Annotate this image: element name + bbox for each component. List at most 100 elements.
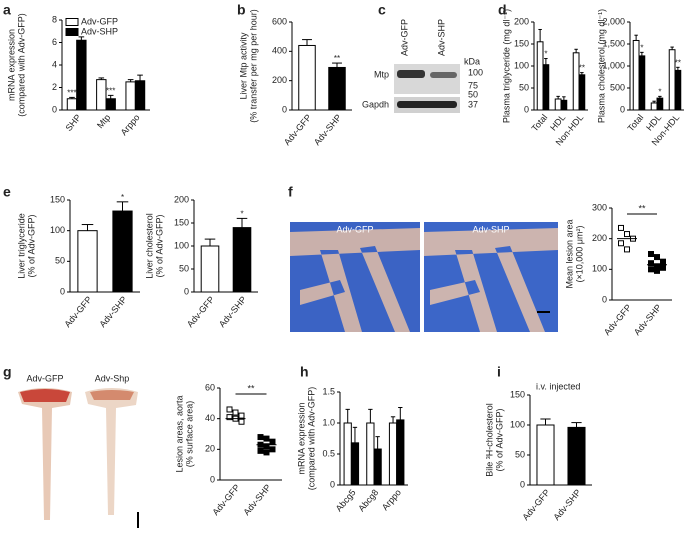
bar (134, 80, 146, 111)
western-blot: c Adv-GFP Adv-SHP kDa Mtp Gapdh 100 75 5… (362, 2, 483, 113)
legend-label: Adv-SHP (81, 26, 118, 36)
panel-letter: i (497, 364, 501, 380)
dot (654, 267, 660, 274)
dot (660, 264, 666, 271)
y-tick-label: 0 (282, 104, 287, 114)
bar (373, 448, 382, 486)
y-axis-label: (×10,000 μm²) (574, 226, 584, 283)
bar (572, 52, 580, 111)
bar (656, 97, 664, 111)
y-axis-label: (% of Adv-GFP) (26, 214, 36, 277)
dot (624, 231, 630, 238)
chart: a 0 2 4 6 8 mRNA expression (compared with Adv-… (3, 2, 150, 137)
dot (654, 254, 660, 261)
y-tick-label: 100 (510, 419, 525, 429)
dot (269, 438, 276, 445)
photo-label: Adv-Shp (95, 373, 130, 383)
y-tick-label: 6 (52, 37, 57, 47)
x-tick-label: Adv-GFP (62, 294, 93, 329)
y-tick-label: 200 (514, 16, 529, 26)
significance: ** (334, 54, 340, 63)
panel-letter: c (378, 2, 386, 18)
bar (232, 227, 252, 293)
bar (578, 74, 586, 111)
photo-label: Adv-GFP (26, 373, 63, 383)
significance: ** (675, 58, 681, 67)
y-axis-label: Bile ³H-cholesterol (484, 403, 494, 477)
x-tick-label: Arppo (119, 112, 142, 137)
y-axis-label: mRNA expression (6, 29, 16, 101)
y-tick-label: 200 (272, 75, 287, 85)
y-tick-label: 0 (524, 104, 529, 114)
significance: * (640, 43, 643, 52)
bar (298, 44, 316, 111)
panel-letter: e (3, 184, 11, 200)
y-tick-label: 60 (205, 382, 215, 392)
y-tick-label: 150 (514, 38, 529, 48)
photo-g: Adv-GFP Adv-Shp (18, 373, 139, 528)
bar (650, 102, 658, 111)
y-tick-label: 600 (272, 16, 287, 26)
dot (618, 240, 624, 247)
dot (263, 435, 270, 442)
panel-letter: d (498, 2, 507, 18)
y-tick-label: 20 (205, 444, 215, 454)
y-axis-label: (% surface area) (184, 401, 194, 468)
y-tick-label: 2,000 (602, 16, 625, 26)
bar (77, 230, 98, 293)
band (397, 70, 425, 78)
y-tick-label: 1,000 (602, 60, 625, 70)
dot (257, 447, 264, 454)
x-tick-label: Adv-GFP (602, 302, 633, 337)
dot (226, 414, 233, 421)
dot (269, 446, 276, 453)
y-tick-label: 100 (50, 225, 65, 235)
x-tick-label: Mtp (95, 112, 112, 130)
y-tick-label: 0 (210, 474, 215, 484)
significance: ** (638, 203, 646, 213)
blot-membrane (394, 64, 460, 94)
bar (343, 422, 352, 486)
x-tick-label: Adv-GFP (185, 294, 216, 329)
y-tick-label: 400 (272, 46, 287, 56)
y-axis-label: Plasma cholesterol (mg dl⁻¹) (596, 9, 606, 123)
dot (624, 246, 630, 253)
panel-letter: g (3, 364, 12, 380)
significance: * (121, 193, 124, 202)
bar (112, 210, 133, 293)
y-tick-label: 100 (592, 264, 607, 274)
y-axis-label: (compared with Adv-GFP) (306, 387, 316, 491)
y-axis-label: Liver Mtp activity (238, 32, 248, 100)
y-axis-label: Lesion areas, aorta (174, 395, 184, 472)
bar (567, 426, 586, 486)
bar (366, 422, 375, 486)
y-tick-label: 50 (55, 256, 65, 266)
bar (200, 245, 220, 293)
photo-label: Adv-GFP (336, 224, 373, 234)
dot (238, 412, 245, 419)
dot (648, 266, 654, 273)
significance: ** (247, 383, 255, 393)
y-tick-label: 150 (50, 194, 65, 204)
bar (536, 424, 555, 486)
dot (226, 406, 233, 413)
dot (238, 418, 245, 425)
y-axis-label: mRNA expression (296, 402, 306, 474)
y-tick-label: 150 (174, 217, 189, 227)
significance: * (658, 87, 661, 96)
dot (257, 434, 264, 441)
band (397, 101, 457, 108)
y-axis-label: Liver triglyceride (16, 213, 26, 279)
x-tick-label: Arppo (380, 487, 403, 512)
y-axis-label: (% of Adv-GFP) (154, 214, 164, 277)
y-tick-label: 50 (519, 82, 529, 92)
panel-letter: h (300, 364, 309, 380)
chart: i 0 50 100 150 Bile ³H-cholesterol (% of Adv-G… (484, 364, 592, 522)
dot (660, 258, 666, 265)
significance: *** (106, 86, 115, 95)
x-tick-label: Adv-SHP (551, 487, 582, 522)
x-tick-label: Adv-SHP (241, 482, 272, 517)
significance: *** (67, 89, 76, 98)
